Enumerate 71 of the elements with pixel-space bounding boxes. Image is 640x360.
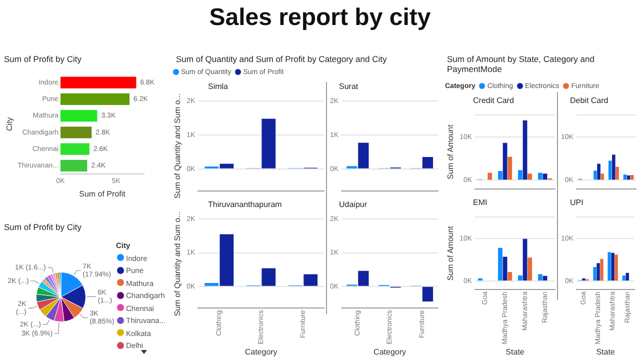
y-axis-title: Sum of Amount — [446, 124, 456, 180]
x-axis-title: Category — [374, 347, 406, 356]
chart-title: Credit Card — [472, 95, 515, 107]
chart-title: Simla — [207, 81, 230, 93]
bar — [488, 172, 492, 180]
bar — [626, 272, 629, 280]
y-axis-title: Sum of Quantity and Sum o... — [173, 211, 182, 316]
chart-title: Surat — [338, 81, 360, 93]
chart-title: UPI — [569, 197, 584, 209]
bar — [508, 272, 512, 280]
bar — [614, 254, 618, 280]
bar — [612, 154, 616, 180]
chart-title: Debit Card — [569, 95, 610, 107]
bar — [220, 164, 234, 168]
bar — [528, 174, 532, 180]
chart-title: Sum of Profit by City — [4, 54, 82, 66]
bar — [60, 93, 130, 105]
bar — [600, 258, 604, 280]
y-axis-title: Sum of Amount — [446, 225, 456, 281]
text: Sales report by city — [208, 3, 432, 32]
y-axis-title: Sum of Quantity and Sum o... — [173, 94, 182, 198]
bar — [502, 256, 508, 280]
bar — [60, 143, 90, 155]
bar — [508, 156, 512, 180]
bar — [60, 160, 88, 172]
bar — [358, 142, 369, 168]
bar — [600, 174, 604, 180]
bar — [262, 268, 276, 286]
bar — [597, 164, 600, 180]
bar — [593, 266, 596, 280]
bar — [220, 234, 234, 286]
bar — [358, 270, 369, 286]
chart-title: Udaipur — [338, 199, 368, 211]
bar — [422, 156, 434, 168]
x-axis-title: Category — [244, 347, 278, 356]
chart-title: EMI — [472, 197, 488, 209]
bar — [594, 170, 597, 180]
x-axis-title: Sum of Profit — [79, 189, 126, 198]
x-axis-title: State — [506, 347, 525, 356]
bar — [204, 282, 219, 286]
text: Sum of Quantity and Sum of Profit by Category and City — [176, 54, 388, 64]
x-axis-title: State — [596, 347, 616, 356]
bar — [522, 238, 528, 280]
bar — [262, 118, 276, 168]
bar — [60, 110, 98, 122]
bar — [422, 286, 434, 302]
bar — [542, 174, 548, 180]
text: Sum of Amount by State, Category and PaymentMode — [447, 54, 596, 74]
bar — [304, 274, 318, 286]
bar — [608, 252, 611, 280]
bar — [630, 174, 634, 180]
bar — [498, 248, 502, 280]
bar — [623, 174, 627, 180]
chart-title: Sum of Profit by City — [4, 222, 82, 234]
bar — [522, 120, 528, 180]
bar — [60, 76, 136, 88]
bar — [538, 274, 542, 280]
y-axis-title: City — [5, 117, 14, 131]
bar — [498, 171, 502, 180]
bar — [622, 275, 626, 280]
chart-title: Thiruvananthapuram — [207, 199, 283, 211]
bar — [596, 263, 600, 280]
bar — [502, 142, 508, 180]
bar — [616, 166, 619, 180]
bar — [518, 275, 522, 280]
bar — [608, 160, 612, 180]
bar — [538, 172, 542, 180]
bar — [528, 258, 532, 280]
bar — [60, 126, 92, 138]
bar — [518, 170, 522, 180]
bar — [611, 252, 614, 280]
